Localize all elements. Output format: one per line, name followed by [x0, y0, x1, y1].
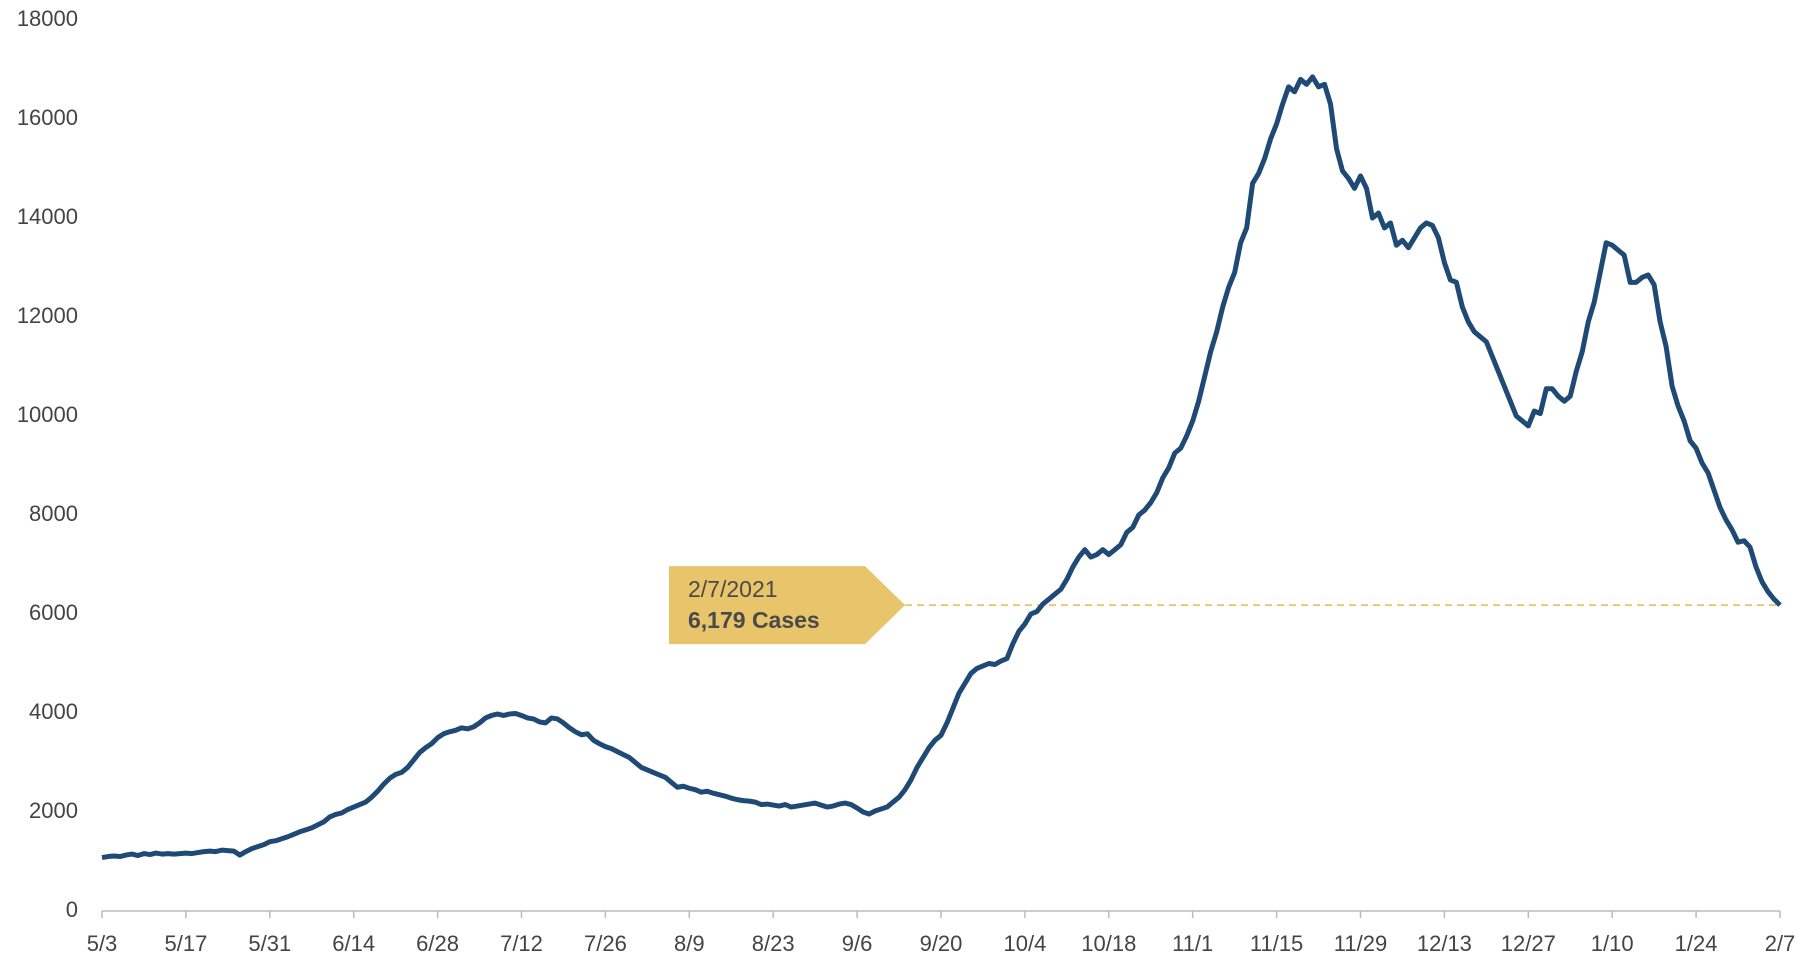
x-tick-label: 6/28: [416, 931, 459, 956]
y-tick-label: 12000: [17, 303, 78, 328]
x-tick-label: 1/24: [1675, 931, 1718, 956]
y-tick-label: 18000: [17, 6, 78, 31]
x-tick-label: 11/1: [1172, 931, 1213, 956]
y-tick-label: 2000: [29, 798, 78, 823]
y-tick-label: 4000: [29, 699, 78, 724]
x-tick-label: 5/3: [87, 931, 118, 956]
x-tick-label: 11/29: [1334, 931, 1387, 956]
x-tick-label: 10/18: [1081, 931, 1136, 956]
annotation-box: [669, 566, 905, 645]
y-tick-label: 0: [66, 897, 78, 922]
x-tick-label: 8/23: [752, 931, 795, 956]
x-tick-label: 5/17: [164, 931, 207, 956]
x-tick-label: 12/13: [1417, 931, 1472, 956]
y-tick-label: 8000: [29, 501, 78, 526]
x-tick-label: 12/27: [1501, 931, 1556, 956]
x-tick-label: 10/4: [1003, 931, 1046, 956]
y-tick-label: 16000: [17, 105, 78, 130]
y-tick-label: 6000: [29, 600, 78, 625]
y-tick-label: 14000: [17, 204, 78, 229]
x-tick-label: 11/15: [1250, 931, 1303, 956]
annotation-label: 6,179 Cases: [688, 607, 820, 633]
x-tick-label: 7/26: [584, 931, 627, 956]
annotation-date: 2/7/2021: [688, 576, 778, 602]
x-tick-label: 7/12: [500, 931, 543, 956]
x-tick-label: 9/6: [842, 931, 873, 956]
x-tick-label: 1/10: [1591, 931, 1634, 956]
x-tick-label: 5/31: [248, 931, 291, 956]
x-tick-label: 9/20: [920, 931, 963, 956]
line-series: [101, 74, 1782, 861]
x-tick-label: 2/7: [1765, 931, 1796, 956]
x-tick-label: 8/9: [674, 931, 705, 956]
x-tick-label: 6/14: [332, 931, 375, 956]
y-tick-label: 10000: [17, 402, 78, 427]
